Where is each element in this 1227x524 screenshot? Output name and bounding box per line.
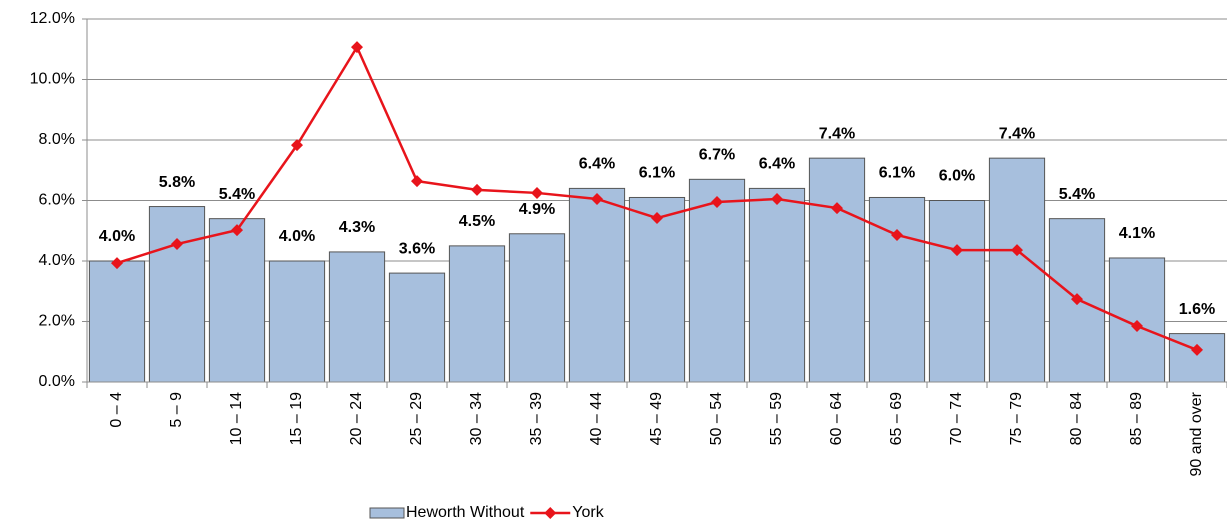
legend-marker: [544, 507, 557, 519]
y-tick-label: 2.0%: [39, 313, 75, 330]
bar: [748, 187, 806, 383]
x-tick-label: 5 – 9: [168, 392, 185, 428]
y-tick-label: 0.0%: [39, 373, 75, 390]
data-label: 4.5%: [459, 213, 495, 230]
bar: [328, 251, 386, 383]
marker: [1071, 293, 1083, 306]
y-tick-label: 6.0%: [39, 192, 75, 209]
data-label: 1.6%: [1179, 301, 1215, 318]
data-label: 6.1%: [879, 165, 915, 182]
data-label: 6.7%: [699, 147, 735, 164]
x-tick-label: 70 – 74: [948, 392, 965, 445]
marker: [711, 196, 723, 209]
bar: [1168, 333, 1226, 383]
x-tick-label: 55 – 59: [768, 392, 785, 445]
data-label: 4.9%: [519, 201, 555, 218]
marker: [951, 244, 963, 257]
x-tick-label: 10 – 14: [228, 392, 245, 445]
x-tick-label: 90 and over: [1188, 391, 1205, 476]
bar: [928, 200, 986, 383]
marker: [351, 41, 363, 54]
bar: [148, 206, 206, 383]
data-label: 5.4%: [1059, 186, 1095, 203]
bar: [508, 233, 566, 383]
bar: [808, 157, 866, 383]
data-label: 4.0%: [279, 228, 315, 245]
x-tick-label: 60 – 64: [828, 392, 845, 445]
x-tick-label: 80 – 84: [1068, 392, 1085, 445]
data-label: 6.1%: [639, 165, 675, 182]
data-label: 4.0%: [99, 228, 135, 245]
data-label: 6.0%: [939, 168, 975, 185]
data-label: 3.6%: [399, 240, 435, 257]
marker: [1011, 244, 1023, 257]
marker: [831, 202, 843, 215]
x-tick-label: 30 – 34: [468, 392, 485, 445]
marker: [531, 186, 543, 199]
bar: [988, 157, 1046, 383]
x-tick-label: 20 – 24: [348, 392, 365, 445]
y-tick-label: 8.0%: [39, 131, 75, 148]
marker: [171, 238, 183, 251]
x-tick-label: 85 – 89: [1128, 392, 1145, 445]
bar: [268, 260, 326, 383]
marker: [231, 224, 243, 237]
legend-label: York: [572, 504, 604, 521]
data-label: 4.3%: [339, 219, 375, 236]
legend-label: Heworth Without: [406, 504, 525, 521]
y-tick-label: 10.0%: [30, 71, 75, 88]
x-tick-label: 15 – 19: [288, 392, 305, 445]
x-tick-label: 65 – 69: [888, 392, 905, 445]
marker: [291, 139, 303, 152]
marker: [471, 183, 483, 196]
data-label: 6.4%: [759, 156, 795, 173]
x-tick-label: 25 – 29: [408, 392, 425, 445]
data-label: 4.1%: [1119, 225, 1155, 242]
marker: [1131, 320, 1143, 333]
bar: [208, 218, 266, 383]
bar: [628, 196, 686, 383]
data-label: 7.4%: [819, 125, 855, 142]
marker: [651, 212, 663, 225]
x-tick-label: 35 – 39: [528, 392, 545, 445]
data-label: 5.4%: [219, 186, 255, 203]
bar: [388, 272, 446, 383]
marker: [111, 257, 123, 270]
data-label: 7.4%: [999, 125, 1035, 142]
data-label: 6.4%: [579, 156, 615, 173]
marker: [771, 192, 783, 205]
marker: [411, 175, 423, 188]
marker: [591, 192, 603, 205]
y-tick-label: 12.0%: [30, 10, 75, 27]
legend-swatch: [369, 507, 405, 519]
x-tick-label: 45 – 49: [648, 392, 665, 445]
bar: [448, 245, 506, 383]
x-tick-label: 75 – 79: [1008, 392, 1025, 445]
x-tick-label: 0 – 4: [108, 392, 125, 428]
marker: [1191, 343, 1203, 356]
marker: [891, 228, 903, 241]
bar: [868, 196, 926, 383]
x-tick-label: 40 – 44: [588, 392, 605, 445]
bar: [88, 260, 146, 383]
bar: [1108, 257, 1166, 383]
x-tick-label: 50 – 54: [708, 392, 725, 445]
data-label: 5.8%: [159, 174, 195, 191]
bar: [568, 187, 626, 383]
y-tick-label: 4.0%: [39, 252, 75, 269]
bar: [688, 178, 746, 383]
